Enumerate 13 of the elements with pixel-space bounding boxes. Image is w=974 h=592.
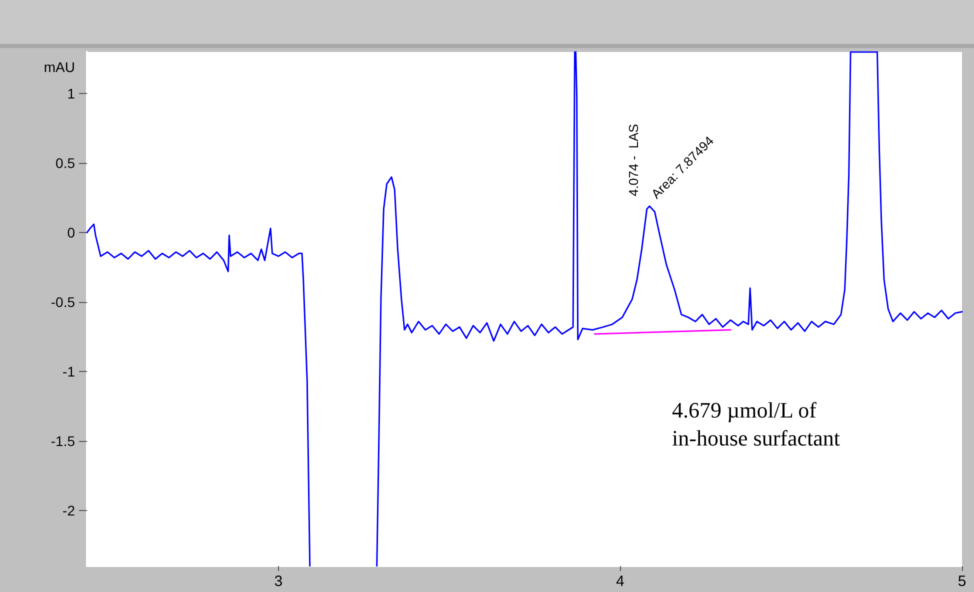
x-tick-label: 4: [616, 573, 624, 590]
y-axis-title: mAU: [44, 59, 75, 75]
x-tick-label: 3: [274, 573, 283, 590]
y-tick-label: -0.5: [50, 294, 76, 310]
annotation: 4.679 µmol/L of in-house surfactant: [672, 398, 840, 450]
y-tick-label: 0.5: [56, 155, 76, 172]
y-tick-label: -2: [62, 502, 76, 518]
y-tick-label: -1: [62, 364, 76, 380]
y-tick-label: -1.5: [50, 432, 76, 449]
y-tick-label: 0: [67, 224, 76, 241]
x-tick-label: 5: [958, 573, 966, 590]
y-tick-label: 1: [67, 86, 76, 102]
annotation: 4.074 - LAS: [626, 124, 641, 196]
